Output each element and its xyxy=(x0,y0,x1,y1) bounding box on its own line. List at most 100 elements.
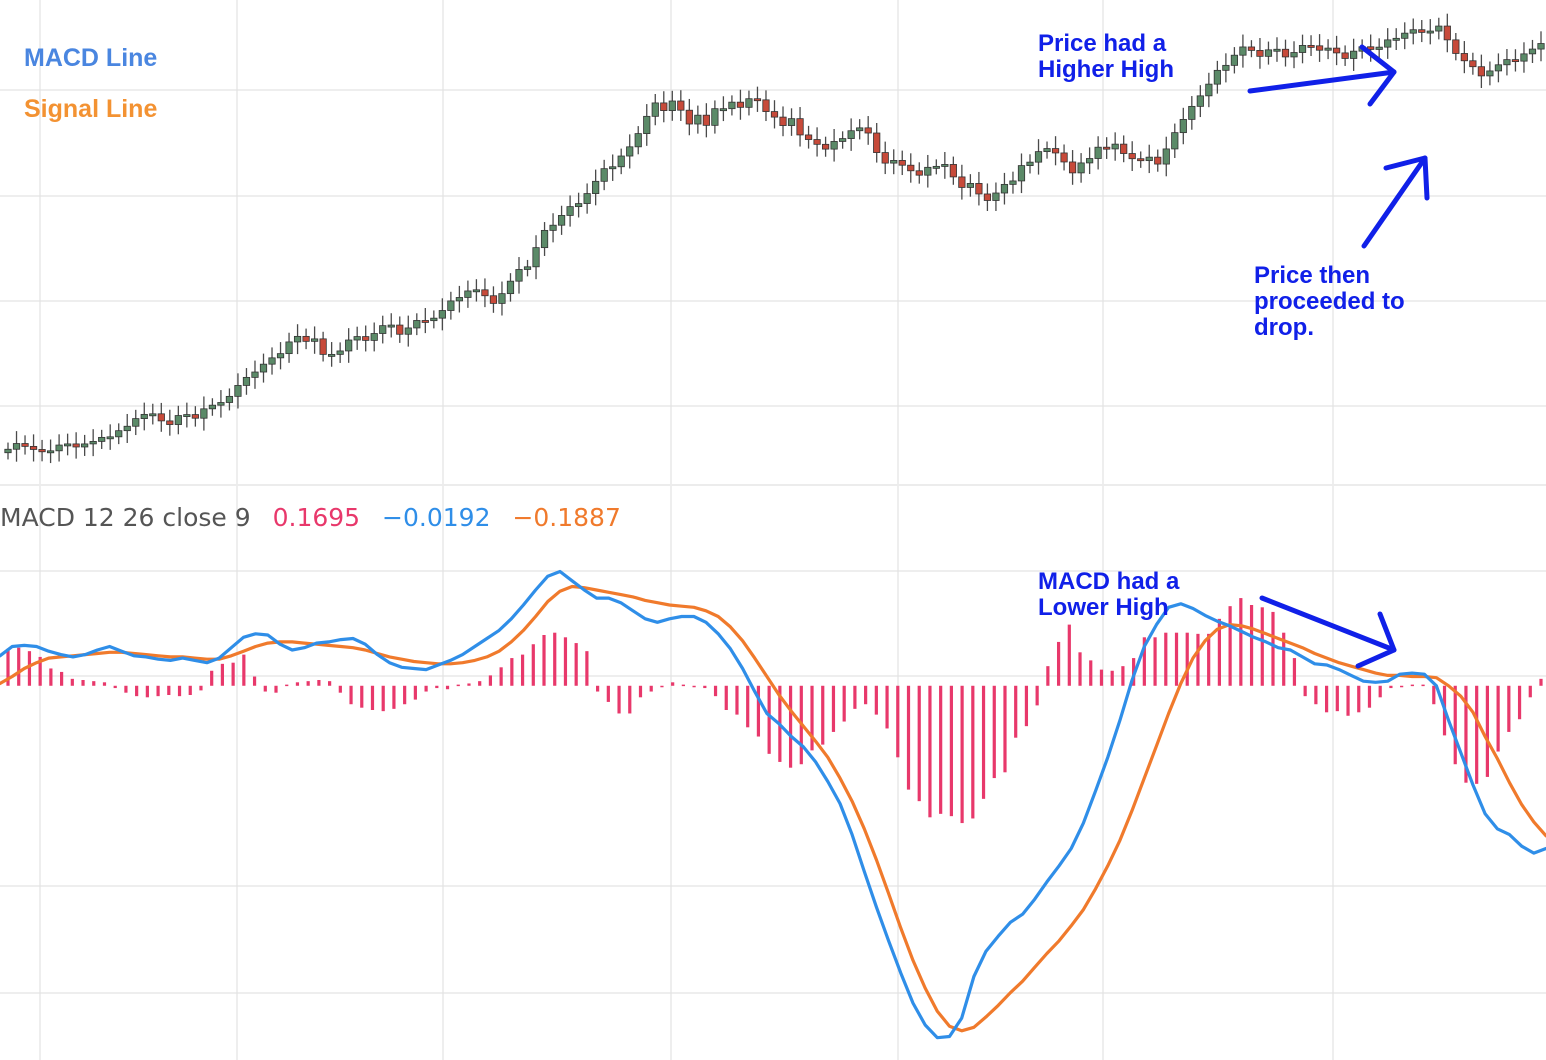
histogram-bar xyxy=(445,685,450,690)
candle-body xyxy=(1060,152,1068,163)
histogram-bar xyxy=(1410,684,1414,687)
candle-body xyxy=(234,385,242,397)
candle-body xyxy=(881,152,889,164)
histogram-bar xyxy=(231,662,235,686)
candle-body xyxy=(489,295,498,304)
candle-body xyxy=(438,310,446,319)
candle-body xyxy=(1460,53,1468,62)
histogram-bar xyxy=(1014,685,1018,738)
arrow-macd-lower-high xyxy=(1259,595,1397,653)
candle-body xyxy=(609,166,617,170)
candle-body xyxy=(404,327,412,335)
candle-body xyxy=(200,408,208,419)
histogram-bar xyxy=(1400,685,1404,688)
histogram-bar xyxy=(1432,685,1436,705)
candle-body xyxy=(1094,146,1102,159)
histogram-bar xyxy=(885,685,889,729)
candle-body xyxy=(566,206,574,216)
histogram-bar xyxy=(1228,606,1232,686)
candle-body xyxy=(481,289,489,297)
histogram-bar xyxy=(638,685,643,698)
candle-body xyxy=(89,441,97,445)
candle-body xyxy=(651,102,659,117)
candle-body xyxy=(1503,59,1511,66)
candle-body xyxy=(1324,47,1332,51)
candle-body xyxy=(328,353,336,357)
histogram-bar xyxy=(413,685,417,700)
candle-body xyxy=(890,160,898,164)
histogram-bar xyxy=(1046,666,1050,686)
histogram-bar xyxy=(188,685,192,695)
histogram-bar xyxy=(17,647,21,686)
histogram-bar xyxy=(735,685,739,715)
candle-body xyxy=(796,118,804,136)
candle-body xyxy=(1188,105,1196,120)
candle-body xyxy=(115,430,123,438)
histogram-bar xyxy=(1249,605,1254,686)
candle-body xyxy=(557,215,566,226)
histogram-bar xyxy=(360,685,364,708)
candle-body xyxy=(345,339,353,352)
candle-body xyxy=(1418,29,1426,33)
histogram-bar xyxy=(703,685,707,689)
candle-body xyxy=(1222,64,1230,71)
candle-body xyxy=(413,320,421,329)
histogram-bar xyxy=(1389,685,1393,689)
candle-body xyxy=(745,98,753,108)
histogram-bar xyxy=(285,684,289,687)
candle-body xyxy=(1171,132,1179,150)
histogram-bar xyxy=(928,685,932,818)
candle-body xyxy=(1230,54,1238,66)
candle-body xyxy=(1000,183,1009,194)
candle-body xyxy=(1350,50,1358,59)
candle-body xyxy=(1375,46,1383,50)
histogram-bar xyxy=(1324,685,1329,713)
candle-body xyxy=(1111,143,1119,150)
histogram-bar xyxy=(831,685,836,732)
candle-body xyxy=(966,183,974,188)
histogram-bar xyxy=(1357,685,1361,713)
candle-body xyxy=(1426,30,1434,34)
candle-body xyxy=(1017,165,1026,182)
candle-body xyxy=(1154,156,1162,165)
candle-body xyxy=(1469,60,1477,68)
histogram-bar xyxy=(456,684,460,687)
candle-body xyxy=(575,203,583,208)
histogram-bar xyxy=(788,685,793,768)
candle-body xyxy=(728,101,736,110)
candle-body xyxy=(583,193,591,204)
candle-body xyxy=(81,443,89,448)
histogram-bar xyxy=(338,685,342,693)
histogram-bar xyxy=(1142,637,1146,686)
histogram-bar xyxy=(1239,598,1243,686)
candle-body xyxy=(1128,153,1136,160)
candle-body xyxy=(762,99,770,112)
histogram-bar xyxy=(692,685,696,688)
histogram-bar xyxy=(724,685,728,710)
candle-body xyxy=(1494,64,1503,72)
histogram-bar xyxy=(981,685,986,799)
histogram-bar xyxy=(810,685,814,751)
candle-body xyxy=(1256,50,1264,57)
candle-body xyxy=(464,290,472,298)
candle-body xyxy=(830,141,838,150)
histogram-bar xyxy=(992,685,996,779)
arrowhead-macd-lower-high xyxy=(1355,611,1397,669)
candle-body xyxy=(770,111,779,118)
candle-body xyxy=(702,114,710,126)
candle-body xyxy=(208,404,216,410)
histogram-bar xyxy=(671,682,675,686)
histogram-bar xyxy=(1528,685,1532,698)
candle-body xyxy=(183,414,191,417)
histogram-bar xyxy=(1153,637,1157,686)
candle-body xyxy=(592,180,600,194)
histogram-bar xyxy=(317,680,321,686)
candle-body xyxy=(472,289,481,293)
candle-body xyxy=(1026,161,1034,166)
histogram-bar xyxy=(467,683,471,686)
histogram-bar xyxy=(1003,685,1007,773)
histogram-bar xyxy=(381,685,385,712)
histogram-bar xyxy=(649,685,653,692)
histogram-bar xyxy=(1260,607,1264,686)
